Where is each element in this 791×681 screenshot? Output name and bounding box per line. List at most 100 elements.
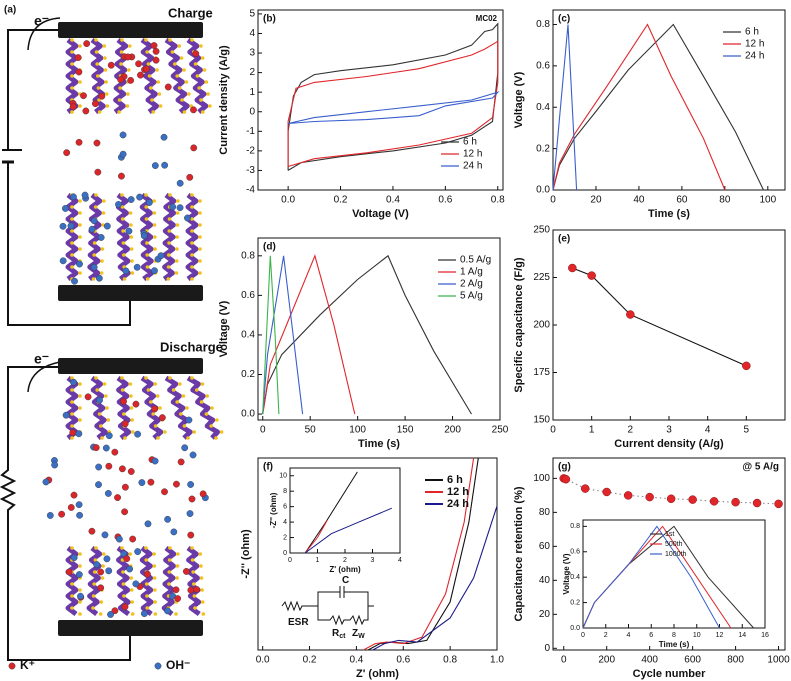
panel-label: (b)	[263, 14, 276, 25]
atom	[190, 253, 194, 257]
polymer-chain	[86, 546, 103, 616]
ion	[189, 451, 197, 459]
y-tick-label: -1	[246, 126, 255, 137]
atom	[119, 62, 123, 66]
atom	[70, 424, 74, 428]
series-line	[582, 525, 720, 629]
series-line	[262, 254, 472, 415]
ion	[150, 42, 158, 49]
atom	[104, 80, 108, 84]
y-tick-label: 80	[539, 507, 551, 518]
y-tick-label: 150	[533, 415, 550, 426]
atom	[96, 74, 100, 78]
ion	[172, 586, 180, 594]
ion	[90, 263, 98, 271]
atom	[214, 436, 218, 440]
atom	[181, 394, 186, 398]
ion	[160, 133, 168, 141]
ion	[97, 234, 105, 241]
atom	[91, 594, 96, 598]
atom	[91, 606, 95, 610]
ion	[181, 444, 189, 452]
atom	[170, 50, 175, 54]
ion	[75, 571, 83, 578]
atom	[91, 277, 96, 281]
x-tick-label: 6	[649, 632, 653, 639]
atom	[70, 376, 74, 380]
atom	[78, 612, 82, 616]
atom	[70, 74, 74, 78]
atom	[70, 388, 74, 392]
ion	[105, 432, 113, 440]
atom	[202, 68, 207, 72]
x-tick-label: 0.8	[443, 655, 457, 666]
ion	[184, 214, 191, 222]
atom	[175, 211, 180, 215]
atom	[153, 247, 157, 251]
polymer-chain	[161, 546, 177, 616]
x-tick-label: 0.4	[349, 655, 363, 666]
atom	[153, 612, 158, 616]
atom	[130, 259, 134, 263]
x-tick-label: 12	[716, 632, 724, 639]
atom	[128, 211, 133, 215]
ion	[123, 555, 131, 563]
atom	[130, 600, 134, 604]
atom	[145, 277, 150, 281]
ion	[70, 491, 78, 499]
atom	[129, 394, 133, 398]
series-line	[262, 255, 304, 415]
y-tick-label: 0.2	[241, 369, 255, 380]
atom	[70, 110, 74, 114]
atom	[153, 235, 157, 239]
atom	[95, 62, 99, 66]
atom	[78, 44, 82, 48]
panel-label: (c)	[558, 14, 570, 25]
atom	[175, 247, 179, 251]
atom	[175, 576, 179, 580]
atom	[102, 199, 106, 203]
atom	[70, 62, 74, 66]
atom	[70, 606, 74, 610]
atom	[130, 612, 135, 616]
atom	[129, 406, 134, 410]
atom	[190, 241, 194, 245]
ion	[147, 478, 155, 486]
circuit-label-main: Z	[352, 628, 358, 639]
polymer-chain	[116, 375, 132, 440]
ion	[157, 252, 165, 260]
plot-frame	[289, 467, 401, 554]
atom	[103, 56, 107, 60]
atom	[152, 223, 157, 227]
legend-label: 1 A/g	[460, 267, 483, 278]
ion	[98, 92, 106, 100]
atom	[182, 68, 186, 72]
atom	[193, 606, 197, 610]
atom	[104, 92, 109, 96]
atom	[101, 211, 106, 215]
atom	[92, 241, 97, 245]
data-point	[587, 271, 596, 280]
atom	[175, 74, 179, 78]
atom	[167, 241, 171, 245]
ion	[96, 396, 103, 404]
y-tick-label: 100	[533, 473, 550, 484]
atom	[78, 552, 82, 556]
atom	[179, 56, 184, 60]
data-point	[752, 498, 762, 508]
atom	[70, 265, 74, 269]
legend-label: 6 h	[463, 137, 477, 148]
legend-label: 0.5 A/g	[460, 255, 491, 266]
legend-label: 1st	[665, 531, 674, 538]
x-tick-label: 200	[598, 655, 615, 666]
atom	[199, 576, 204, 580]
atom	[144, 582, 149, 586]
atom	[120, 193, 124, 197]
atom	[146, 62, 151, 66]
atom	[70, 582, 74, 586]
atom	[95, 388, 99, 392]
x-tick-label: 1000	[767, 655, 790, 666]
atom	[205, 394, 209, 398]
ion	[145, 199, 153, 206]
ion	[129, 535, 137, 543]
